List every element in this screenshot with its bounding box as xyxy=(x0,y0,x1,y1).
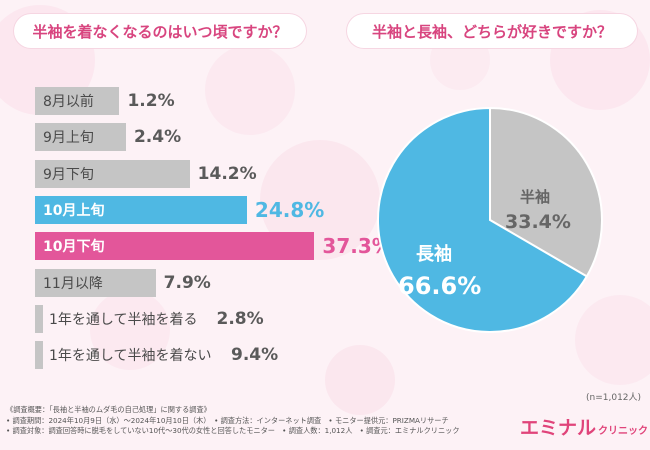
bar-4: 10月下旬 xyxy=(35,232,315,261)
bar-7: 1年を通して半袖を着ない xyxy=(35,341,212,370)
footer-line: • 調査対象：調査回答時に脱毛をしていない10代〜30代の女性と回答したモニター… xyxy=(6,426,460,436)
bar-category-label: 1年を通して半袖を着ない xyxy=(49,348,212,365)
footer-line: 《調査概要：「長袖と半袖のムダ毛の自己処理」に関する調査》 xyxy=(6,405,211,414)
pie-label-long-sleeve: 長袖 66.6% xyxy=(398,240,482,300)
bar-category-label: 1年を通して半袖を着る xyxy=(49,311,198,328)
bar-value-label: 24.8% xyxy=(254,197,325,222)
bar-category-label: 9月上旬 xyxy=(43,130,94,147)
bar-category-label: 10月上旬 xyxy=(43,202,105,219)
pie-chart-title: 半袖と長袖、どちらが好きですか？ xyxy=(347,14,637,48)
logo-main-text: エミナル xyxy=(520,417,597,439)
bar-category-label: 9月下旬 xyxy=(43,166,94,183)
bar-1: 9月上旬 xyxy=(35,123,126,152)
bar-value-label: 7.9% xyxy=(163,272,211,293)
bar-category-label: 8月以前 xyxy=(43,94,94,110)
bar-category-label: 10月下旬 xyxy=(43,239,105,256)
bar-value-label: 1.2% xyxy=(127,91,175,111)
bar-3: 10月上旬 xyxy=(35,195,247,224)
bar-5: 11月以降 xyxy=(35,268,156,297)
footer-line: • 調査期間：2024年10月9日（水）〜2024年10月10日（木） • 調査… xyxy=(6,415,449,425)
bar-value-label: 2.8% xyxy=(216,308,264,329)
bar-value-label: 9.4% xyxy=(231,345,279,366)
pie-label-short-sleeve: 半袖 33.4% xyxy=(505,186,571,233)
pie-value-label: 66.6% xyxy=(398,272,482,300)
pie-value-label: 33.4% xyxy=(505,211,571,233)
bar-0: 8月以前 xyxy=(35,87,120,115)
bar-6: 1年を通して半袖を着る xyxy=(35,304,198,333)
pie-slice-1 xyxy=(377,106,589,333)
bar-category-label: 11月以降 xyxy=(43,275,103,292)
sample-size-note: (n=1,012人) xyxy=(586,393,642,403)
bar-chart: 8月以前 1.2% 9月上旬 2.4% 9月下旬 14.2% 10月上旬 24.8% 10月下旬… xyxy=(0,0,392,400)
bar-value-label: 2.4% xyxy=(133,127,182,148)
bar-2: 9月下旬 xyxy=(35,159,190,188)
logo-sub-text: クリニック xyxy=(598,426,649,437)
bar-chart-title: 半袖を着なくなるのはいつ頃ですか？ xyxy=(14,14,306,48)
survey-footer: 《調査概要：「長袖と半袖のムダ毛の自己処理」に関する調査》 • 調査期間：202… xyxy=(6,405,506,437)
brand-logo: エミナル クリニック xyxy=(520,413,648,440)
pie-category-label: 長袖 xyxy=(416,244,452,265)
pie-slice-0 xyxy=(489,106,603,278)
pie-chart xyxy=(377,106,603,333)
pie-category-label: 半袖 xyxy=(519,188,550,206)
bar-value-label: 14.2% xyxy=(197,163,257,184)
